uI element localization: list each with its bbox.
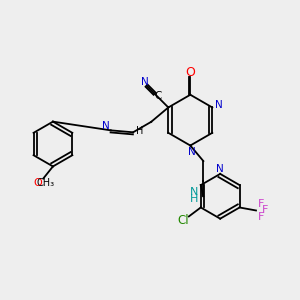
Text: N: N <box>215 100 223 110</box>
Text: H: H <box>190 194 199 204</box>
Text: N: N <box>190 188 199 197</box>
Text: O: O <box>34 178 42 188</box>
Text: N: N <box>102 121 110 131</box>
Text: F: F <box>262 205 268 215</box>
Text: N: N <box>216 164 224 173</box>
Text: CH₃: CH₃ <box>37 178 55 188</box>
Text: C: C <box>154 91 162 101</box>
Text: F: F <box>258 212 265 222</box>
Text: H: H <box>136 126 143 136</box>
Text: N: N <box>141 76 149 86</box>
Text: O: O <box>185 66 195 79</box>
Text: N: N <box>188 147 195 157</box>
Text: F: F <box>258 199 265 209</box>
Text: Cl: Cl <box>177 214 189 227</box>
